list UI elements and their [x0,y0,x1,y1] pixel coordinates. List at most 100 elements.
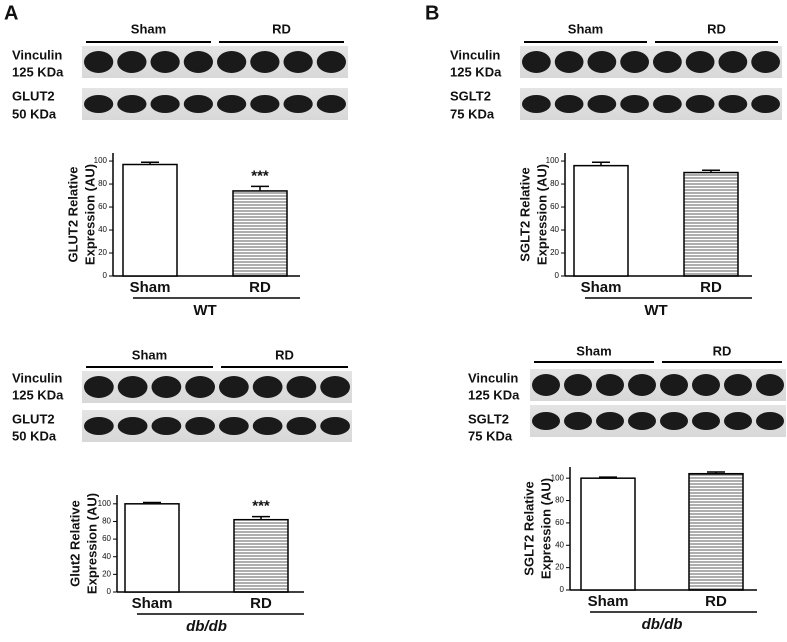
bar [232,190,288,277]
blot-band [756,374,784,396]
blot-band [596,374,624,396]
y-tick-label: 100 [546,156,560,165]
blot-band [320,376,350,398]
error-bar [141,161,159,165]
blot-group-label: Sham [568,21,603,36]
y-axis-label: Expression (AU) [82,164,97,265]
panel-label: A [4,2,18,24]
blot-band [718,51,748,73]
blot-band [250,95,280,113]
y-tick-label: 60 [555,518,564,527]
blot-group-label: Sham [576,343,611,358]
y-tick-label: 100 [551,473,565,482]
blot-band [84,95,114,113]
x-tick-label: RD [250,595,272,612]
blot-band [522,51,551,73]
blot-band [628,412,656,430]
blot-band [252,376,283,398]
blot-band [219,376,249,398]
blot-band [692,412,720,430]
blot-band [587,51,617,73]
blot-band [151,417,182,435]
error-bar [251,185,269,191]
blot-band [692,374,720,396]
blot-band [84,376,114,398]
error-bar [599,476,617,479]
bar [124,503,180,593]
blot-band [183,95,213,113]
blot-band [185,417,215,435]
blot-band [219,417,249,435]
blot-size: 50 KDa [12,106,57,121]
y-tick-label: 0 [107,587,112,596]
blot-band [685,95,715,113]
y-tick-label: 0 [555,271,560,280]
blot-band [316,95,346,113]
y-axis-label: SGLT2 Relative [517,167,532,261]
blot-band [117,376,148,398]
blot-band [751,51,780,73]
blot-band [84,417,114,435]
blot-size: 125 KDa [468,387,520,402]
y-axis-label: SGLT2 Relative [521,481,536,575]
bar [122,163,178,277]
blot-band [283,95,313,113]
y-tick-label: 20 [98,248,107,257]
group-label: db/db [642,616,683,633]
blot-band [286,376,317,398]
y-tick-label: 40 [555,540,564,549]
x-tick-label: Sham [130,279,171,296]
blot-band [316,51,346,73]
panel-label: B [425,2,439,24]
y-axis-label: Expression (AU) [538,478,553,579]
error-bar [592,161,610,166]
blot-protein: SGLT2 [468,411,509,426]
y-axis-label: Expression (AU) [534,164,549,265]
blot-protein: SGLT2 [450,88,491,103]
blot-band [587,95,617,113]
blot-protein: Vinculin [450,47,500,62]
blot-group-label: Sham [131,21,166,36]
blot-band [660,412,688,430]
blot-group-label: RD [713,343,732,358]
group-label: WT [644,302,667,319]
blot-band [620,51,649,73]
y-tick-label: 0 [103,271,108,280]
blot-band [660,374,688,396]
blot-size: 125 KDa [12,387,64,402]
bar [573,164,629,277]
blot-band [117,95,147,113]
blot-band [620,95,649,113]
blot-band [183,51,213,73]
y-tick-label: 60 [550,202,559,211]
blot-band [283,51,313,73]
blot-band [217,51,247,73]
blot-band [564,374,592,396]
y-tick-label: 60 [102,534,111,543]
x-tick-label: Sham [581,279,622,296]
blot-size: 125 KDa [450,64,502,79]
blot-band [320,417,350,435]
group-label: WT [193,302,216,319]
y-tick-label: 80 [550,179,559,188]
bar [233,518,289,593]
y-tick-label: 20 [102,569,111,578]
blot-band [554,95,584,113]
blot-band [532,374,560,396]
blot-size: 75 KDa [468,428,513,443]
significance: *** [251,167,269,184]
blot-band [628,374,656,396]
y-tick-label: 80 [102,517,111,526]
blot-size: 125 KDa [12,64,64,79]
error-bar [702,169,720,173]
blot-band [151,376,182,398]
blot-band [653,51,682,73]
x-tick-label: Sham [132,595,173,612]
blot-band [250,51,280,73]
blot-band [653,95,682,113]
group-label: db/db [186,618,227,635]
bar [580,477,636,591]
blot-band [84,51,114,73]
blot-band [286,417,317,435]
blot-protein: GLUT2 [12,411,55,426]
